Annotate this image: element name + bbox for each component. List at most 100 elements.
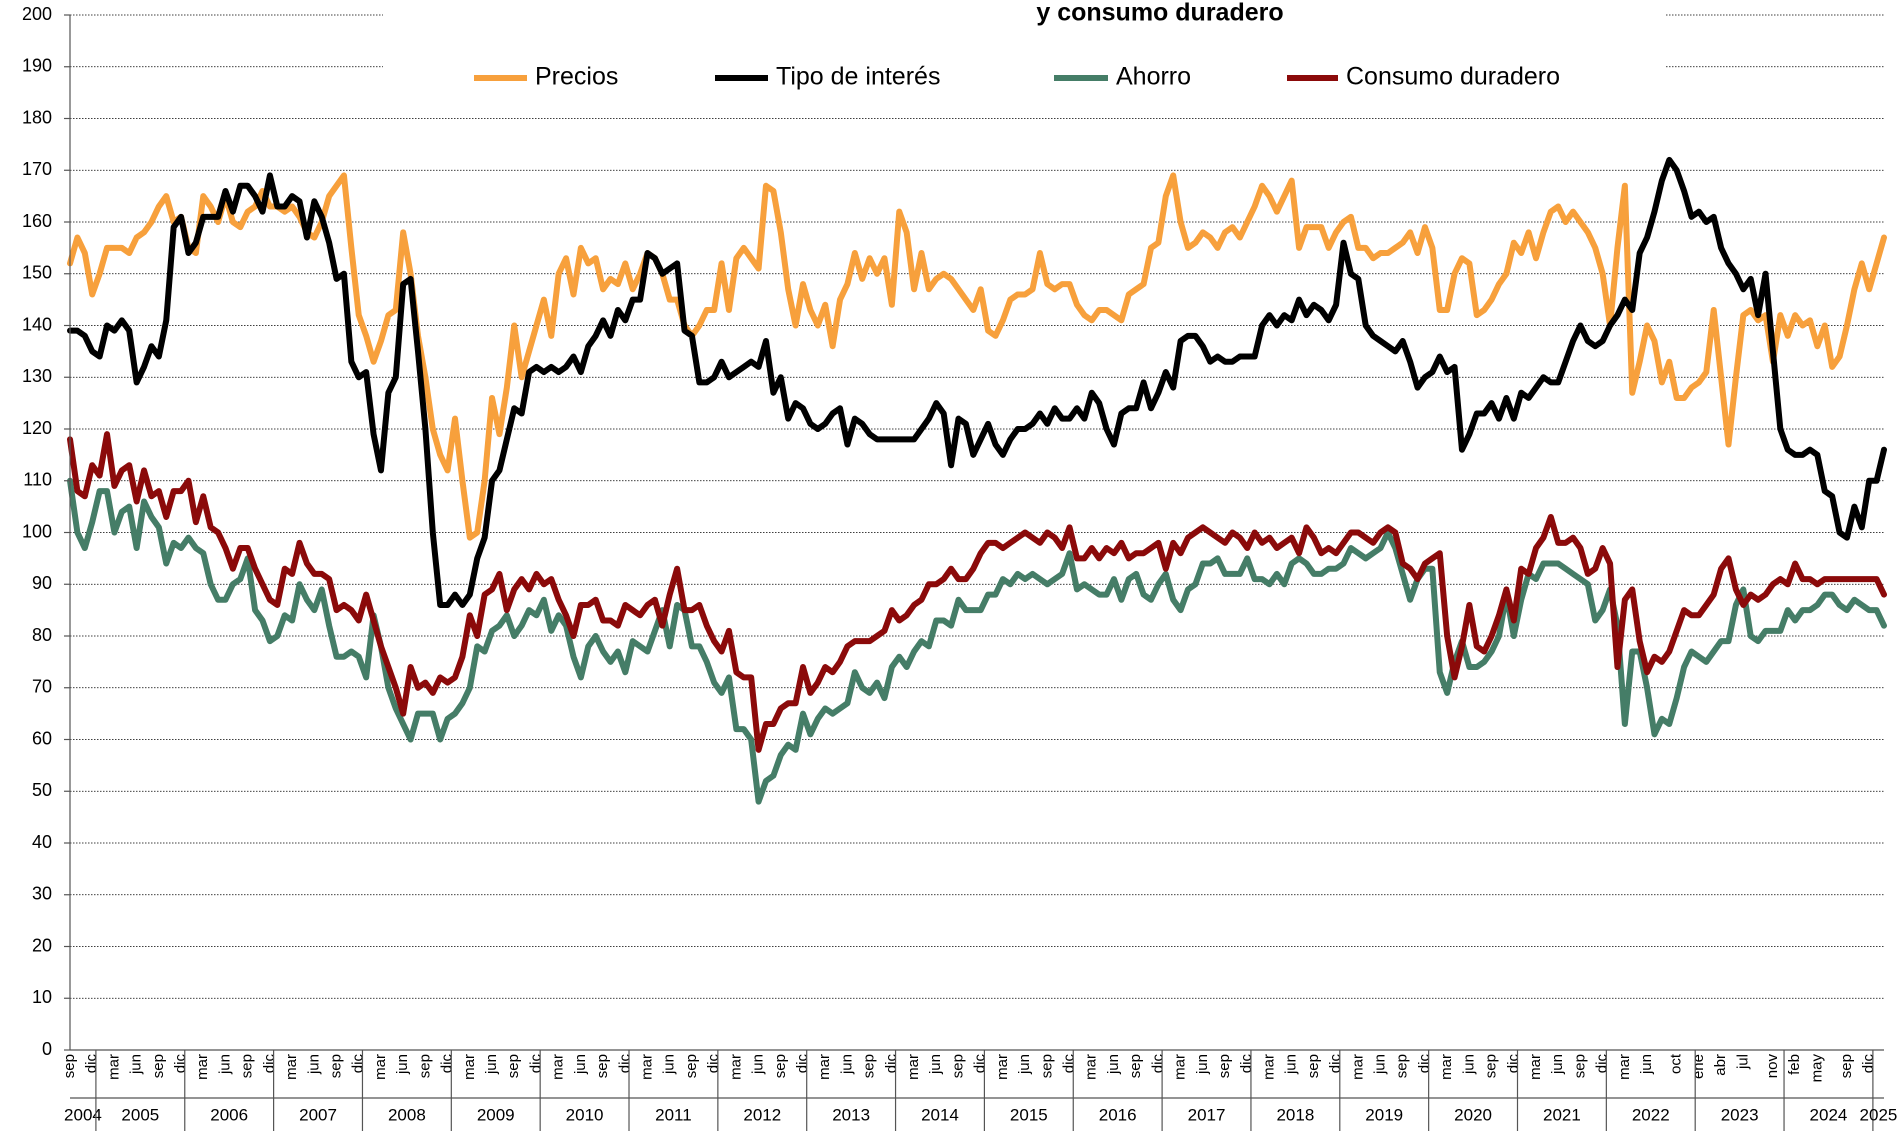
x-tick-label: jun [128, 1054, 145, 1075]
x-tick-label: dic [1327, 1054, 1344, 1074]
y-tick-label: 180 [22, 107, 52, 127]
x-tick-label: jul [1734, 1054, 1751, 1070]
x-tick-label: dic [1416, 1054, 1433, 1074]
year-label: 2018 [1276, 1105, 1314, 1124]
x-tick-label: jun [394, 1054, 411, 1075]
x-tick-label: sep [61, 1054, 78, 1078]
x-tick-label: sep [1394, 1054, 1411, 1078]
y-tick-label: 70 [32, 677, 52, 697]
x-tick-label: mar [1172, 1054, 1189, 1080]
x-tick-label: dic [616, 1054, 633, 1074]
x-tick-label: jun [1283, 1054, 1300, 1075]
y-tick-label: 50 [32, 780, 52, 800]
y-tick-label: 0 [42, 1039, 52, 1059]
x-tick-label: jun [216, 1054, 233, 1075]
year-label: 2009 [477, 1105, 515, 1124]
y-tick-label: 110 [23, 470, 52, 490]
y-tick-label: 80 [32, 625, 52, 645]
axes: 0 10 20 30 40 50 60 70 80 90 100 110 120 130 140 150 160… [22, 4, 1897, 1131]
y-tick-label: 10 [32, 987, 52, 1007]
year-label: 2017 [1188, 1105, 1226, 1124]
y-tick-label: 120 [22, 418, 52, 438]
year-label: 2007 [299, 1105, 337, 1124]
chart-title: y consumo duradero [1036, 0, 1283, 27]
x-tick-label: mar [1083, 1054, 1100, 1080]
x-tick-label: oct [1668, 1053, 1685, 1074]
x-tick-label: sep [1216, 1054, 1233, 1078]
y-tick-label: 140 [22, 314, 52, 334]
year-label: 2015 [1010, 1105, 1048, 1124]
x-tick-label: jun [750, 1054, 767, 1075]
x-tick-label: sep [328, 1054, 345, 1078]
year-label: 2019 [1365, 1105, 1403, 1124]
x-tick-label: mar [194, 1054, 211, 1080]
x-tick-label: jun [483, 1054, 500, 1075]
year-label: 2022 [1632, 1105, 1670, 1124]
x-tick-label: sep [1838, 1054, 1855, 1078]
x-tick-label: sep [150, 1054, 167, 1078]
x-tick-label: mar [994, 1054, 1011, 1080]
y-tick-label: 100 [22, 521, 52, 541]
x-tick-label: dic [1505, 1054, 1522, 1074]
legend: Precios Tipo de interés Ahorro Consumo dura… [474, 63, 1560, 91]
x-tick-label: mar [1349, 1054, 1366, 1080]
x-tick-label: sep [1305, 1054, 1322, 1078]
series-line [67, 156, 1887, 608]
x-tick-label: mar [816, 1054, 833, 1080]
year-label: 2024 [1810, 1105, 1848, 1124]
x-tick-label: mar [905, 1054, 922, 1080]
x-tick-label: mar [1438, 1054, 1455, 1080]
x-tick-label: abr [1712, 1054, 1729, 1076]
y-tick-label: 30 [32, 884, 52, 904]
x-tick-label: mar [461, 1054, 478, 1080]
series-line [67, 172, 1887, 541]
x-tick-label: jun [838, 1054, 855, 1075]
y-tick-label: 200 [22, 4, 52, 24]
legend-background [383, 0, 1665, 100]
legend-label: Precios [535, 63, 618, 91]
x-tick-label: dic [527, 1054, 544, 1074]
x-tick-label: jun [1105, 1054, 1122, 1075]
x-tick-label: may [1808, 1054, 1825, 1083]
x-tick-label: sep [1571, 1054, 1588, 1078]
x-tick-label: jun [927, 1054, 944, 1075]
year-label: 2005 [121, 1105, 159, 1124]
y-tick-label: 20 [32, 935, 52, 955]
x-tick-label: jun [1371, 1054, 1388, 1075]
x-tick-label: ene [1690, 1054, 1707, 1079]
x-tick-label: sep [861, 1054, 878, 1078]
x-tick-label: mar [638, 1054, 655, 1080]
x-tick-label: dic [1238, 1054, 1255, 1074]
year-label: 2004 [64, 1105, 102, 1124]
x-tick-label: mar [727, 1054, 744, 1080]
x-tick-label: jun [1016, 1054, 1033, 1075]
year-label: 2023 [1721, 1105, 1759, 1124]
x-tick-label: dic [883, 1054, 900, 1074]
x-tick-label: sep [1038, 1054, 1055, 1078]
plot-lines [67, 156, 1887, 805]
x-tick-label: jun [1638, 1054, 1655, 1075]
y-tick-label: 190 [22, 56, 52, 76]
x-tick-label: jun [1460, 1054, 1477, 1075]
year-label: 2025 [1860, 1105, 1898, 1124]
grid-layer [70, 14, 1884, 1051]
x-tick-label: jun [1549, 1054, 1566, 1075]
x-tick-label: mar [1260, 1054, 1277, 1080]
x-tick-label: sep [416, 1054, 433, 1078]
year-label: 2014 [921, 1105, 959, 1124]
year-label: 2010 [566, 1105, 604, 1124]
y-tick-label: 150 [22, 263, 52, 283]
x-tick-label: dic [794, 1054, 811, 1074]
y-tick-label: 40 [32, 832, 52, 852]
y-tick-label: 90 [32, 573, 52, 593]
year-label: 2016 [1099, 1105, 1137, 1124]
x-tick-label: feb [1786, 1054, 1803, 1075]
x-tick-label: sep [949, 1054, 966, 1078]
x-tick-label: jun [1194, 1054, 1211, 1075]
y-tick-label: 160 [22, 211, 52, 231]
x-tick-label: sep [1127, 1054, 1144, 1078]
x-tick-label: jun [661, 1054, 678, 1075]
y-tick-label: 170 [22, 159, 52, 179]
x-tick-label: mar [105, 1054, 122, 1080]
